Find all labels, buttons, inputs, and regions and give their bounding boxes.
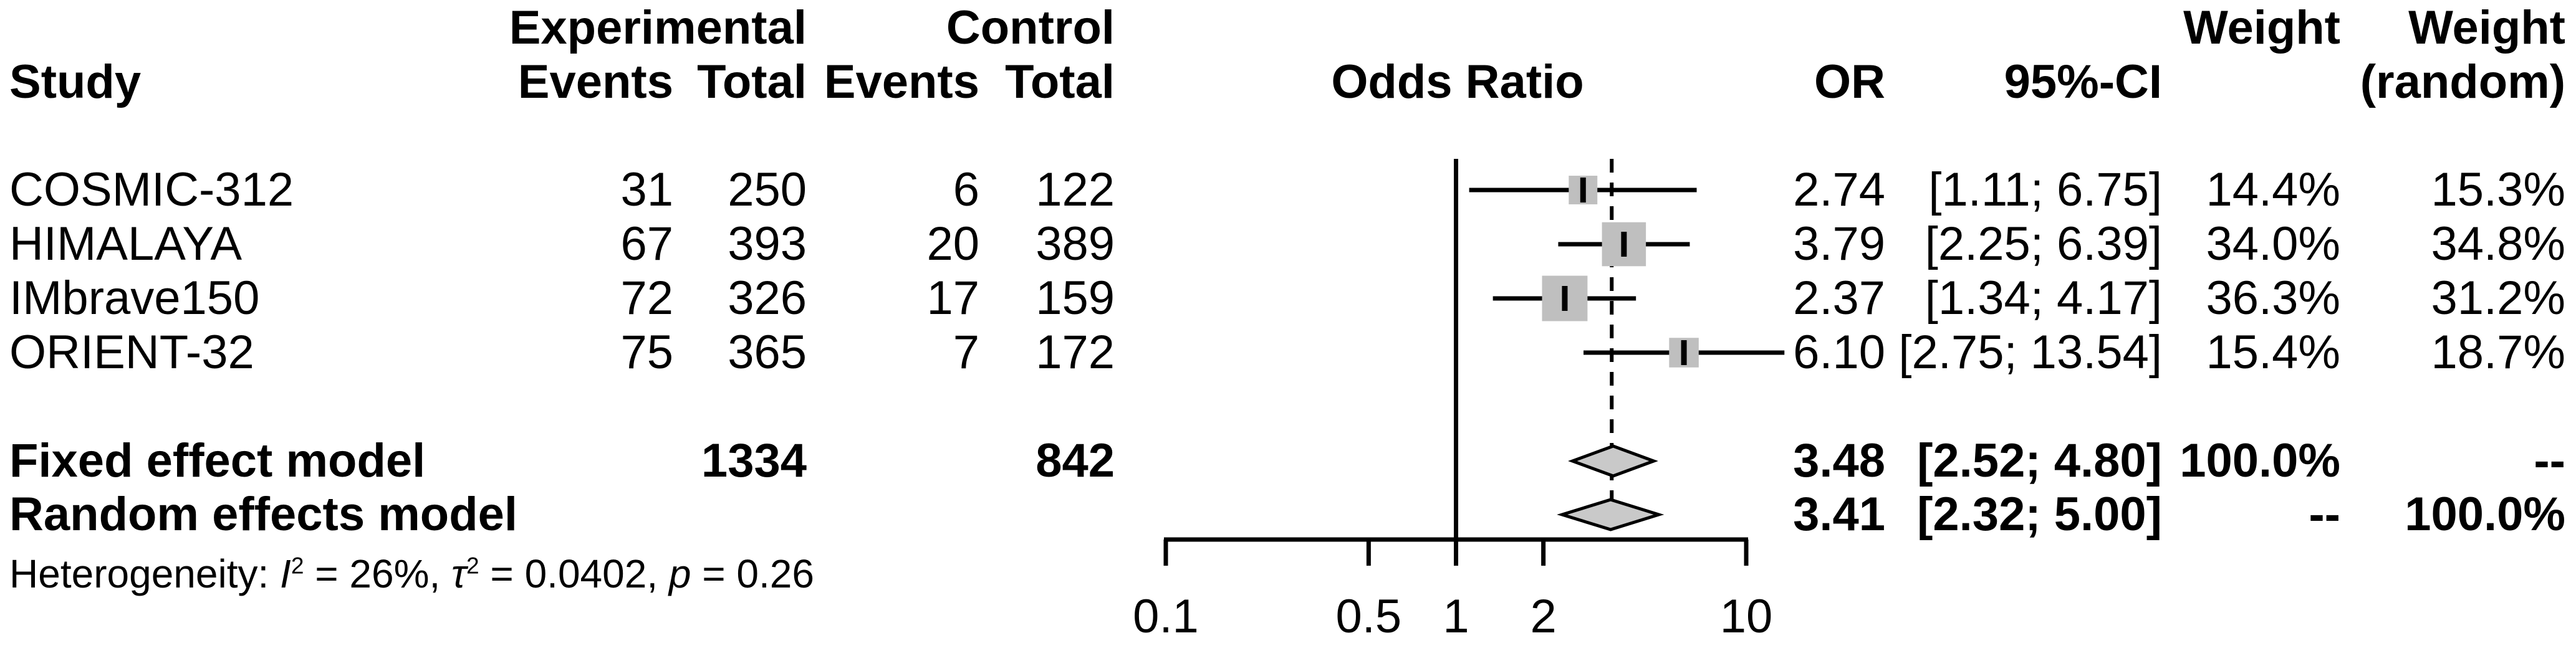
- ctrl-events: 6: [953, 163, 979, 216]
- study-name: IMbrave150: [9, 272, 260, 325]
- point-estimate-tick: [1562, 286, 1568, 311]
- ctrl-total: 159: [1036, 272, 1115, 325]
- weight-fixed-value: 14.4%: [2206, 163, 2341, 216]
- header-weight-random: Weight: [2408, 1, 2565, 54]
- weight-random-value: 100.0%: [2405, 488, 2565, 541]
- ctrl-total: 172: [1036, 326, 1115, 379]
- i-squared-symbol: I: [280, 551, 291, 596]
- ctrl-events: 20: [926, 217, 979, 270]
- heterogeneity-text: Heterogeneity: I2 = 26%, τ2 = 0.0402, p …: [9, 551, 814, 596]
- exp-events: 67: [620, 217, 673, 270]
- header-line-2: Study Events Total Events Total Odds Rat…: [0, 54, 2576, 110]
- weight-fixed-value: 34.0%: [2206, 217, 2341, 270]
- point-estimate-tick: [1580, 178, 1586, 202]
- exp-events: 31: [620, 163, 673, 216]
- or-value: 2.74: [1793, 163, 1885, 216]
- header-ctrl-total: Total: [1005, 55, 1115, 108]
- point-estimate-tick: [1621, 232, 1627, 257]
- exp-total: 250: [728, 163, 807, 216]
- axis-tick-label: 2: [1530, 590, 1557, 643]
- study-name: COSMIC-312: [9, 163, 294, 216]
- axis-tick-label: 1: [1443, 590, 1469, 643]
- ctrl-events: 17: [926, 272, 979, 325]
- p-symbol: p: [668, 551, 691, 596]
- exp-events: 72: [620, 272, 673, 325]
- exp-total: 326: [728, 272, 807, 325]
- ctrl-total: 389: [1036, 217, 1115, 270]
- ctrl-total: 842: [1036, 434, 1115, 487]
- ci-value: [1.34; 4.17]: [1925, 272, 2162, 325]
- ci-value: [2.52; 4.80]: [1917, 434, 2162, 487]
- random-effects-row: Random effects model 3.41 [2.32; 5.00] -…: [0, 487, 2576, 543]
- ctrl-events: 7: [953, 326, 979, 379]
- study-row-orient-32: ORIENT-32 75 365 7 172 6.10 [2.75; 13.54…: [0, 325, 2576, 381]
- or-value: 3.41: [1793, 488, 1885, 541]
- or-value: 3.79: [1793, 217, 1885, 270]
- fixed-effect-diamond: [1568, 444, 1658, 478]
- fixed-effect-row: Fixed effect model 1334 842 3.48 [2.52; …: [0, 433, 2576, 489]
- study-row-himalaya: HIMALAYA 67 393 20 389 3.79 [2.25; 6.39]…: [0, 216, 2576, 272]
- random-effects-diamond: [1557, 498, 1665, 531]
- header-ctrl-events: Events: [824, 55, 979, 108]
- weight-random-value: 18.7%: [2431, 326, 2566, 379]
- tau-squared-symbol: τ: [451, 551, 466, 596]
- x-axis-tick-labels: 0.1 0.5 1 2 10: [0, 589, 2576, 645]
- header-exp-events: Events: [517, 55, 673, 108]
- header-line-1: Experimental Control Weight Weight: [0, 0, 2576, 56]
- exp-total: 393: [728, 217, 807, 270]
- weight-random-value: 15.3%: [2431, 163, 2566, 216]
- header-study: Study: [9, 55, 142, 108]
- ci-value: [2.25; 6.39]: [1925, 217, 2162, 270]
- header-control: Control: [946, 1, 1115, 54]
- axis-tick-label: 0.1: [1133, 590, 1199, 643]
- or-value: 3.48: [1793, 434, 1885, 487]
- ci-value: [2.32; 5.00]: [1917, 488, 2162, 541]
- model-name: Random effects model: [9, 488, 518, 541]
- ci-value: [1.11; 6.75]: [1928, 163, 2162, 216]
- header-exp-total: Total: [697, 55, 807, 108]
- study-name: ORIENT-32: [9, 326, 254, 379]
- axis-tick-label: 0.5: [1335, 590, 1402, 643]
- weight-fixed-value: 36.3%: [2206, 272, 2341, 325]
- header-odds-ratio: Odds Ratio: [1331, 55, 1584, 108]
- weight-fixed-value: --: [2309, 488, 2340, 541]
- axis-tick-label: 10: [1719, 590, 1773, 643]
- ci-value: [2.75; 13.54]: [1898, 326, 2162, 379]
- study-row-cosmic-312: COSMIC-312 31 250 6 122 2.74 [1.11; 6.75…: [0, 162, 2576, 218]
- weight-fixed-value: 100.0%: [2180, 434, 2340, 487]
- weight-random-value: 34.8%: [2431, 217, 2566, 270]
- study-name: HIMALAYA: [9, 217, 243, 270]
- exp-total: 365: [728, 326, 807, 379]
- weight-random-value: 31.2%: [2431, 272, 2566, 325]
- heterogeneity-row: Heterogeneity: I2 = 26%, τ2 = 0.0402, p …: [0, 546, 2576, 602]
- point-estimate-tick: [1681, 340, 1687, 365]
- study-row-imbrave150: IMbrave150 72 326 17 159 2.37 [1.34; 4.1…: [0, 270, 2576, 326]
- header-weight-random-sub: (random): [2360, 55, 2565, 108]
- or-value: 6.10: [1793, 326, 1885, 379]
- header-weight-fixed: Weight: [2183, 1, 2340, 54]
- exp-events: 75: [620, 326, 673, 379]
- or-value: 2.37: [1793, 272, 1885, 325]
- header-or: OR: [1814, 55, 1885, 108]
- weight-fixed-value: 15.4%: [2206, 326, 2341, 379]
- exp-total: 1334: [701, 434, 807, 487]
- weight-random-value: --: [2534, 434, 2565, 487]
- ctrl-total: 122: [1036, 163, 1115, 216]
- model-name: Fixed effect model: [9, 434, 426, 487]
- header-experimental: Experimental: [509, 1, 807, 54]
- header-ci: 95%-CI: [2004, 55, 2162, 108]
